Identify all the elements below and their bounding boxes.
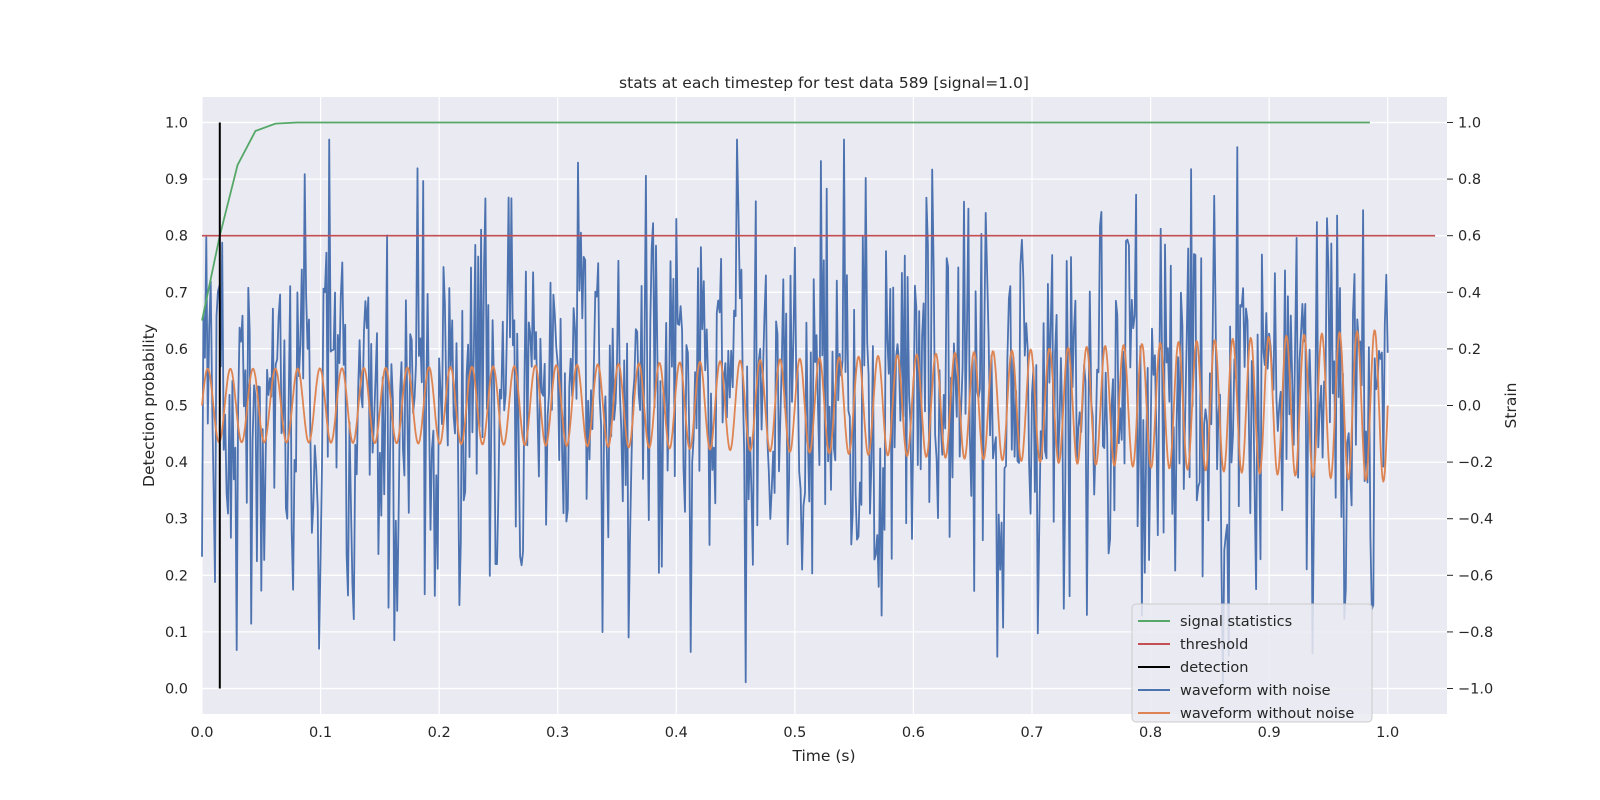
y2-tick-label: 0.4 (1458, 285, 1481, 301)
chart-title: stats at each timestep for test data 589… (619, 74, 1029, 92)
y2-tick-label: 0.2 (1458, 342, 1481, 358)
x-tick-label: 0.2 (428, 725, 451, 741)
y-axis-label: Detection probability (140, 324, 158, 487)
x-tick-label: 0.3 (546, 725, 569, 741)
y2-tick-label: 0.6 (1458, 229, 1481, 245)
x-tick-label: 0.0 (190, 725, 213, 741)
y-tick-label: 0.8 (165, 229, 188, 245)
y-tick-label: 0.3 (165, 512, 188, 528)
y2-tick-label: −0.4 (1458, 512, 1493, 528)
x-tick-label: 0.6 (902, 725, 925, 741)
legend-label: signal statistics (1180, 614, 1292, 630)
y2-tick-label: −0.6 (1458, 568, 1493, 584)
legend-label: waveform without noise (1180, 706, 1354, 722)
x-tick-label: 0.4 (665, 725, 688, 741)
x-tick-label: 0.1 (309, 725, 332, 741)
x-tick-label: 1.0 (1376, 725, 1399, 741)
y-tick-label: 0.1 (165, 625, 188, 641)
legend-box (1131, 603, 1373, 723)
y2-tick-label: −0.8 (1458, 625, 1493, 641)
x-tick-label: 0.5 (783, 725, 806, 741)
x-tick-label: 0.9 (1258, 725, 1281, 741)
series-signal-statistics (201, 121, 1370, 321)
x-tick-label: 0.8 (1139, 725, 1162, 741)
y2-tick-label: −1.0 (1458, 682, 1493, 698)
y-tick-label: 0.4 (165, 455, 188, 471)
y-tick-label: 0.2 (165, 568, 188, 584)
tick-labels: 0.0 0.1 0.2 0.3 0.4 0.5 0.6 0.7 0.8 0.9 1.0 0.0 0.1 0… (165, 115, 1493, 741)
y2-tick-label: 1.0 (1458, 115, 1481, 131)
y-tick-label: 0.7 (165, 285, 188, 301)
y-tick-label: 0.5 (165, 399, 188, 415)
y-tick-label: 0.6 (165, 342, 188, 358)
legend-label: waveform with noise (1180, 683, 1331, 699)
series-waveform-without-noise (201, 329, 1389, 483)
x-tick-label: 0.7 (1020, 725, 1043, 741)
y-tick-label: 0.0 (165, 682, 188, 698)
legend: signal statistics threshold detection wavef… (1131, 603, 1373, 723)
y-tick-label: 1.0 (165, 115, 188, 131)
legend-label: detection (1180, 660, 1248, 676)
y2-tick-label: 0.8 (1458, 172, 1481, 188)
y-tick-label: 0.9 (165, 172, 188, 188)
y2-tick-label: −0.2 (1458, 455, 1493, 471)
y2-tick-label: 0.0 (1458, 399, 1481, 415)
series-lines (201, 121, 1436, 689)
x-axis-label: Time (s) (791, 747, 855, 765)
legend-label: threshold (1180, 637, 1248, 653)
y2-axis-label: Strain (1502, 383, 1520, 429)
